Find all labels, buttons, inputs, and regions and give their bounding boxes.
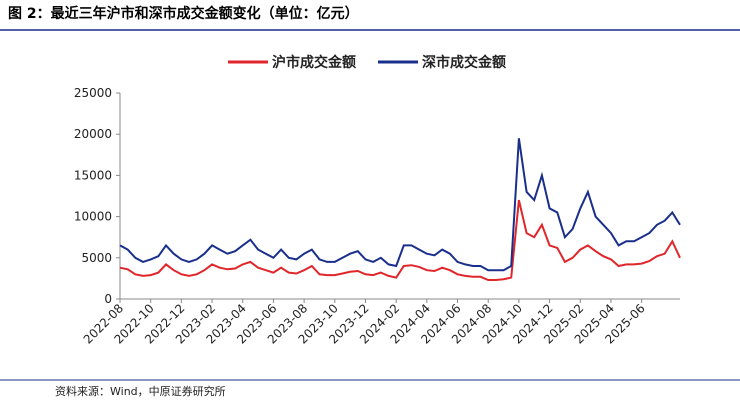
legend-label: 沪市成交金额 [272, 54, 356, 71]
series-line [119, 138, 681, 272]
chart-title: 图 2：最近三年沪市和深市成交金额变化（单位：亿元） [8, 5, 359, 22]
legend-label: 深市成交金额 [422, 54, 506, 71]
source: 资料来源：Wind，中原证券研究所 [55, 384, 226, 398]
y-tick-label: 10000 [74, 210, 112, 224]
y-tick-label: 15000 [74, 168, 112, 182]
series-line [119, 199, 681, 281]
y-tick-label: 20000 [74, 127, 112, 141]
y-tick-label: 0 [104, 292, 112, 306]
y-tick-label: 5000 [81, 251, 112, 265]
y-tick-label: 25000 [74, 86, 112, 100]
